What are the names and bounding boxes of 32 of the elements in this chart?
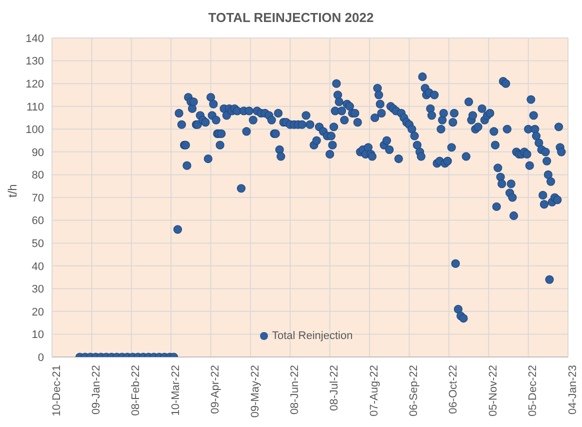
x-tick-label: 06-Sep-22 <box>408 365 420 416</box>
x-tick-label: 04-Jan-23 <box>566 365 579 415</box>
y-tick-label: 130 <box>26 56 44 68</box>
y-tick-label: 80 <box>32 170 44 182</box>
x-tick-label: 05-Dec-22 <box>527 365 540 416</box>
y-tick-label: 50 <box>32 238 44 250</box>
x-tick-label: 08-Jul-22 <box>328 365 341 411</box>
x-tick-label: 09-Apr-22 <box>210 365 222 414</box>
x-tick-label: 07-Aug-22 <box>368 365 380 416</box>
x-tick-label: 06-Oct-22 <box>448 365 460 414</box>
y-tick-label: 20 <box>32 306 44 318</box>
x-tick-label: 10-Dec-21 <box>50 365 63 416</box>
chart-title: TOTAL REINJECTION 2022 <box>207 10 375 25</box>
y-tick-label: 90 <box>32 146 44 159</box>
x-tick-label: 09-May-22 <box>249 365 262 418</box>
y-tick-label: 70 <box>32 192 44 204</box>
y-tick-label: 120 <box>26 78 44 90</box>
x-tick-label: 08-Jun-22 <box>288 365 301 415</box>
y-tick-label: 10 <box>32 329 44 342</box>
x-tick-label: 05-Nov-22 <box>487 365 500 416</box>
x-tick-label: 08-Feb-22 <box>130 365 142 416</box>
y-tick-label: 140 <box>26 32 44 45</box>
y-tick-label: 100 <box>26 124 44 136</box>
x-tick-label: 10-Mar-22 <box>170 365 182 416</box>
y-tick-label: 30 <box>32 284 44 296</box>
x-tick-label: 09-Jan-22 <box>90 365 102 415</box>
y-tick-label: 60 <box>32 215 44 228</box>
y-tick-label: 110 <box>26 101 44 114</box>
y-axis-title: t/h <box>5 184 20 198</box>
y-tick-label: 0 <box>38 352 44 364</box>
y-tick-label: 40 <box>32 260 44 273</box>
legend-label: Total Reinjection <box>272 330 353 342</box>
